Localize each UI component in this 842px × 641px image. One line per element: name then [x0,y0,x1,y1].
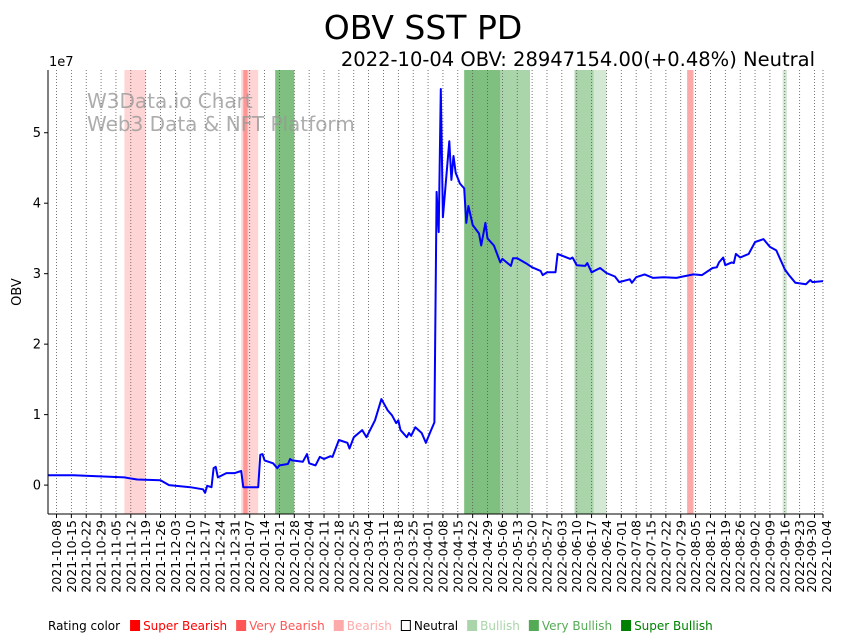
rating-bands [124,70,787,514]
x-tick-label: 2021-12-24 [213,520,228,593]
x-tick-label: 2022-05-20 [525,520,540,593]
x-tick-label: 2022-09-23 [792,520,807,593]
y-axis-label: OBV [10,278,25,306]
x-tick-label: 2022-08-26 [733,520,748,593]
x-tick-label: 2022-07-29 [673,520,688,593]
x-tick-label: 2021-10-29 [94,520,109,593]
x-tick-label: 2022-03-18 [391,520,406,593]
x-tick-label: 2022-07-22 [658,520,673,593]
x-tick-label: 2022-02-04 [302,520,317,593]
x-tick-label: 2022-01-14 [257,520,272,593]
x-tick-label: 2022-04-15 [450,520,465,593]
x-tick-label: 2022-01-21 [272,520,287,593]
x-tick-label: 2022-03-04 [361,520,376,593]
x-tick-label: 2022-07-01 [614,520,629,593]
x-tick-label: 2022-09-09 [762,520,777,593]
legend-item-neutral-swatch [400,620,411,631]
chart-subtitle: 2022-10-04 OBV: 28947154.00(+0.48%) Neut… [341,48,815,71]
legend-item-very-bullish-swatch [528,620,539,631]
y-tick-label: 0 [33,479,41,494]
legend-item-bearish-swatch [333,620,344,631]
x-tick-label: 2022-03-25 [406,520,421,593]
x-tick-label: 2021-10-22 [79,520,94,593]
x-tick-label: 2022-04-29 [480,520,495,593]
x-tick-label: 2021-12-03 [168,520,183,593]
legend-item-super-bullish-label: Super Bullish [634,619,713,633]
x-tick-label: 2022-08-19 [718,520,733,593]
x-tick-label: 2021-12-17 [198,520,213,593]
x-tick-label: 2022-02-25 [346,520,361,593]
x-tick-label: 2022-09-16 [777,520,792,593]
x-ticks: 2021-10-08 2021-10-15 2021-10-22 2021-10-29… [49,514,834,593]
legend-item-bullish-swatch [467,620,478,631]
watermark-line-2: Web3 Data & NFT Platform [87,112,355,136]
legend: Rating color Super Bearish Very Bearish Bea… [48,619,713,633]
x-tick-label: 2021-10-08 [49,520,64,593]
rating-band-bullish [593,70,607,514]
x-tick-label: 2022-04-01 [421,520,436,593]
x-tick-label: 2022-10-04 [819,520,834,593]
x-tick-label: 2022-05-27 [540,520,555,593]
y-tick-label: 3 [33,267,41,282]
legend-item-very-bearish-label: Very Bearish [249,619,325,633]
legend-item-super-bearish-label: Super Bearish [143,619,227,633]
legend-item-very-bullish-label: Very Bullish [542,619,612,633]
x-tick-label: 2022-07-15 [644,520,659,593]
rating-band-very-bearish [243,70,248,514]
x-tick-label: 2022-09-02 [748,520,763,593]
x-tick-label: 2022-06-17 [584,520,599,593]
legend-item-neutral-label: Neutral [414,619,458,633]
rating-band-bearish [124,70,146,514]
obv-line [48,88,824,494]
x-tick-label: 2022-02-11 [317,520,332,593]
legend-item-super-bearish-swatch [130,620,141,631]
x-tick-label: 2022-05-13 [510,520,525,593]
x-tick-label: 2021-12-31 [227,520,242,593]
y-tick-label: 1 [33,408,41,423]
rating-band-very-bullish [500,70,530,514]
x-tick-label: 2021-11-05 [108,520,123,593]
legend-item-bearish-label: Bearish [347,619,392,633]
x-tick-label: 2021-11-19 [138,520,153,593]
x-tick-label: 2022-04-22 [465,520,480,593]
x-tick-label: 2022-08-05 [688,520,703,593]
y-tick-label: 5 [33,126,41,141]
x-tick-label: 2022-08-12 [703,520,718,593]
x-tick-label: 2022-04-08 [435,520,450,593]
x-tick-label: 2022-02-18 [331,520,346,593]
watermark-line-1: W3Data.io Chart [87,89,253,113]
x-tick-label: 2021-11-12 [123,520,138,593]
y-scale-label: 1e7 [49,55,74,70]
x-tick-label: 2022-06-10 [569,520,584,593]
y-tick-label: 4 [33,197,41,212]
rating-band-super-bullish [464,70,501,514]
x-tick-label: 2021-12-10 [183,520,198,593]
x-tick-label: 2022-07-08 [629,520,644,593]
rating-band-very-bearish [687,70,694,514]
x-gridlines [56,70,824,514]
x-tick-label: 2022-03-11 [376,520,391,593]
x-tick-label: 2022-05-06 [495,520,510,593]
legend-item-very-bearish-swatch [236,620,247,631]
x-tick-label: 2022-01-28 [287,520,302,593]
x-tick-label: 2022-09-30 [804,520,819,593]
y-ticks: 0 1 2 3 4 5 [33,126,48,494]
legend-item-super-bullish-swatch [621,620,632,631]
x-tick-label: 2021-10-15 [64,520,79,593]
legend-item-bullish-label: Bullish [480,619,520,633]
x-tick-label: 2021-11-26 [153,520,168,593]
legend-title: Rating color [48,619,120,633]
rating-band-very-bullish [574,70,594,514]
x-tick-label: 2022-06-03 [554,520,569,593]
x-tick-label: 2022-01-07 [242,520,257,593]
rating-band-super-bullish [275,70,295,514]
chart-title: OBV SST PD [324,8,523,47]
x-tick-label: 2022-06-24 [599,520,614,593]
y-tick-label: 2 [33,338,41,353]
